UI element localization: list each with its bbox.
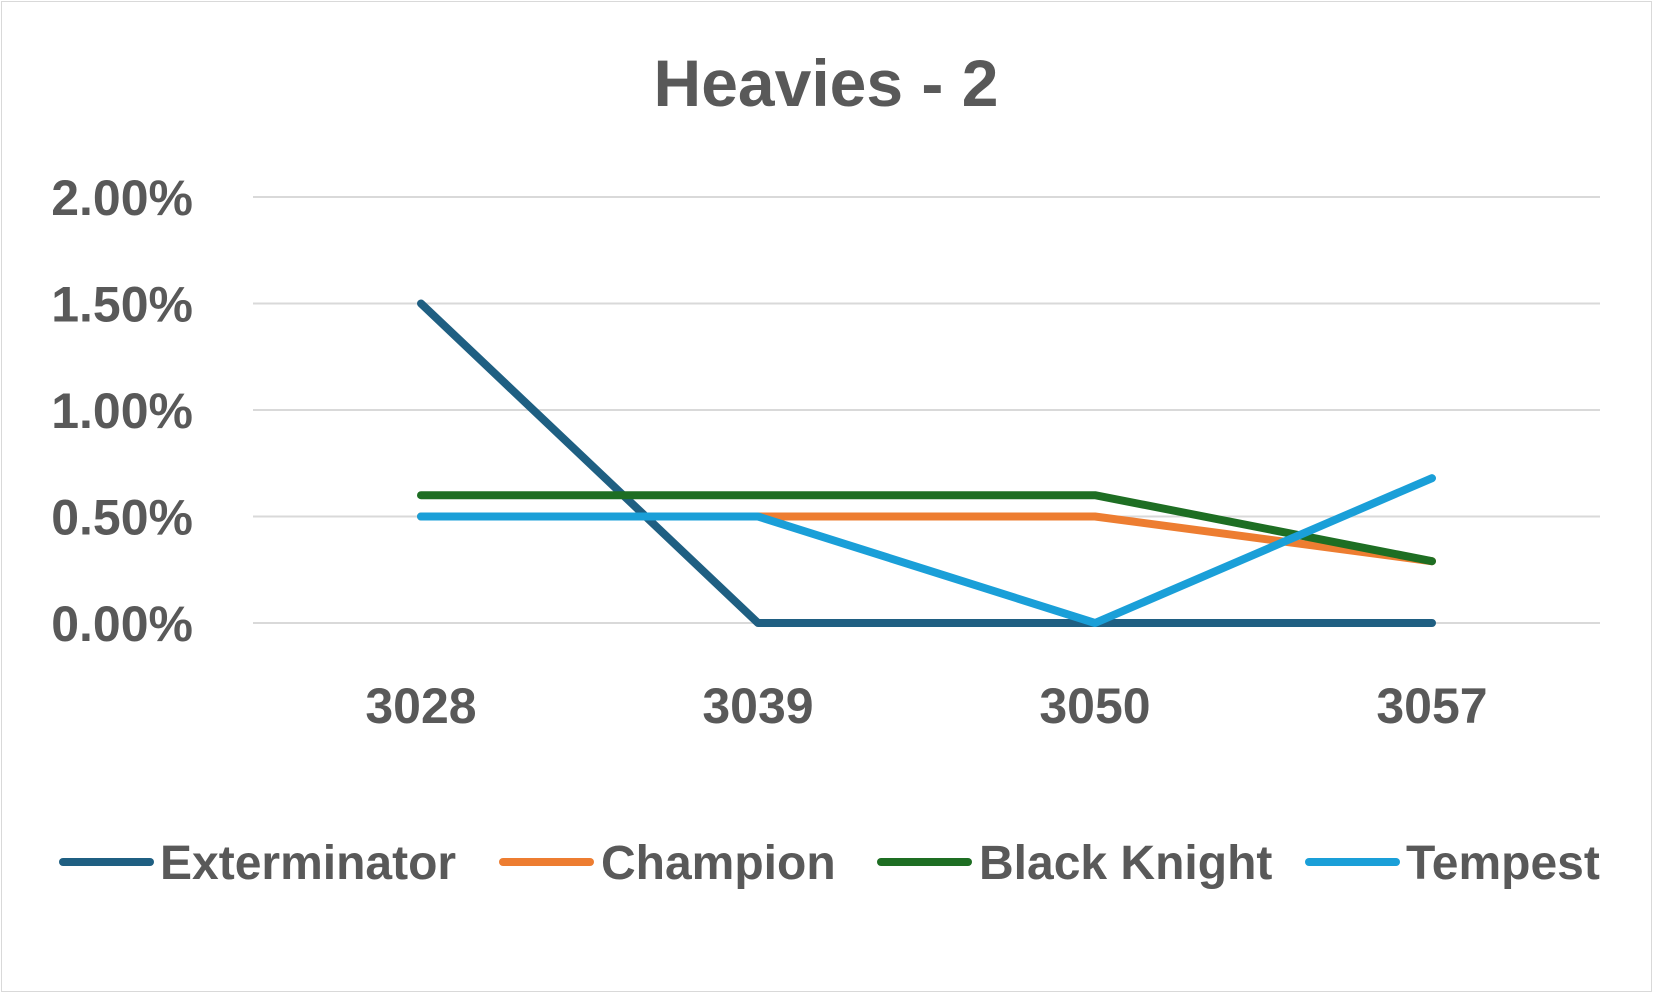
legend-label-champion: Champion: [601, 837, 836, 890]
legend-label-tempest: Tempest: [1406, 837, 1600, 890]
y-tick-label: 1.00%: [51, 383, 193, 439]
x-tick-label: 3028: [365, 678, 476, 734]
series-line-champion: [417, 512, 1436, 566]
y-tick-label: 0.00%: [51, 596, 193, 652]
series-line-black-knight: [417, 491, 1436, 566]
legend: Exterminator Champion Black Knight Tempest: [59, 837, 1600, 890]
series-lines: [417, 299, 1436, 627]
x-tick-label: 3057: [1376, 678, 1487, 734]
y-axis-ticks: 0.00% 0.50% 1.00% 1.50% 2.00%: [51, 170, 193, 652]
x-tick-label: 3039: [702, 678, 813, 734]
chart-title: Heavies - 2: [654, 46, 999, 120]
x-tick-label: 3050: [1039, 678, 1150, 734]
legend-label-exterminator: Exterminator: [160, 837, 456, 890]
x-axis-ticks: 3028 3039 3050 3057: [365, 678, 1487, 734]
y-tick-label: 1.50%: [51, 277, 193, 333]
series-line-exterminator: [417, 299, 1436, 627]
legend-label-black-knight: Black Knight: [979, 837, 1272, 890]
y-tick-label: 2.00%: [51, 170, 193, 226]
series-line-tempest: [417, 474, 1436, 627]
y-tick-label: 0.50%: [51, 490, 193, 546]
